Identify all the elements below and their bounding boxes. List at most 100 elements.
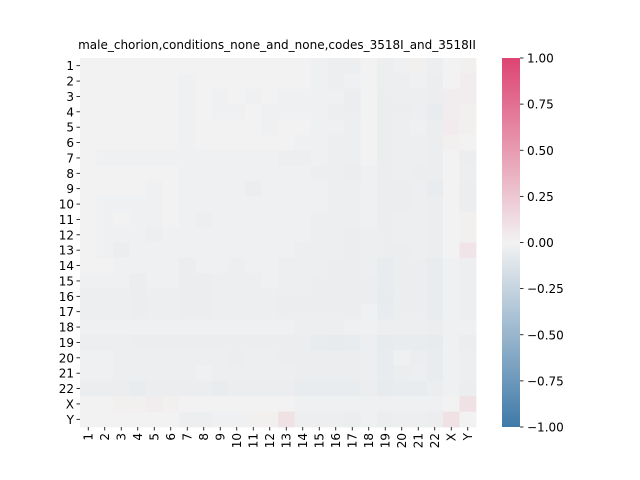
heatmap-cell — [228, 88, 246, 105]
heatmap-cell — [278, 211, 295, 228]
heatmap-cell — [113, 227, 130, 243]
heatmap-cell — [146, 58, 163, 74]
heatmap-cell — [245, 350, 262, 366]
heatmap-cell — [278, 350, 295, 366]
heatmap-cell — [410, 365, 427, 382]
heatmap-cell — [360, 211, 378, 228]
heatmap-cell — [96, 88, 114, 105]
heatmap-cell — [245, 334, 262, 351]
heatmap-cell — [360, 365, 378, 382]
heatmap-cell — [459, 288, 477, 305]
heatmap-cell — [179, 411, 196, 428]
heatmap-cell — [410, 242, 427, 259]
heatmap-cell — [311, 119, 328, 136]
heatmap-cell — [195, 334, 213, 351]
heatmap-cell — [410, 319, 427, 336]
heatmap-cell — [426, 119, 444, 136]
heatmap-cell — [278, 288, 295, 305]
x-tick-label: 7 — [180, 433, 194, 441]
heatmap-cell — [228, 380, 246, 397]
heatmap-cell — [80, 181, 97, 197]
heatmap-cell — [393, 211, 411, 228]
heatmap-cell — [212, 396, 229, 413]
heatmap-cell — [294, 227, 312, 243]
heatmap-cell — [360, 242, 378, 259]
heatmap-cell — [344, 58, 361, 74]
heatmap-cell — [410, 150, 427, 167]
heatmap-cell — [228, 165, 246, 182]
heatmap-cell — [80, 396, 97, 413]
heatmap-cell — [146, 242, 163, 259]
heatmap-cell — [344, 304, 361, 320]
heatmap-cell — [311, 227, 328, 243]
heatmap-cell — [195, 150, 213, 167]
heatmap-cell — [410, 380, 427, 397]
heatmap-cell — [459, 58, 477, 74]
heatmap-cell — [195, 380, 213, 397]
heatmap-cell — [344, 350, 361, 366]
heatmap-cell — [162, 88, 180, 105]
heatmap-cell — [261, 350, 279, 366]
x-tick-label: 20 — [395, 433, 409, 448]
heatmap-cell — [311, 104, 328, 120]
heatmap-cell — [410, 257, 427, 274]
y-tick-label: X — [66, 397, 74, 411]
heatmap-cell — [162, 165, 180, 182]
heatmap-cell — [344, 104, 361, 120]
heatmap-cell — [443, 227, 460, 243]
heatmap-cell — [228, 73, 246, 90]
heatmap-cell — [261, 58, 279, 74]
heatmap-cell — [393, 350, 411, 366]
y-tick-label: Y — [66, 413, 75, 427]
heatmap-cell — [179, 304, 196, 320]
heatmap-cell — [80, 58, 97, 74]
heatmap-cell — [146, 257, 163, 274]
heatmap-cell — [377, 181, 394, 197]
heatmap-cell — [80, 334, 97, 351]
heatmap-cell — [113, 273, 130, 290]
heatmap-cell — [344, 227, 361, 243]
heatmap-cell — [443, 88, 460, 105]
heatmap-cell — [228, 150, 246, 167]
heatmap-cell — [443, 181, 460, 197]
y-tick-label: 11 — [59, 213, 74, 227]
heatmap-cells — [80, 58, 477, 428]
heatmap-cell — [228, 196, 246, 213]
heatmap-cell — [311, 242, 328, 259]
heatmap-cell — [195, 73, 213, 90]
heatmap-cell — [96, 134, 114, 151]
heatmap-cell — [129, 211, 147, 228]
heatmap-cell — [459, 181, 477, 197]
y-tick-label: 9 — [66, 182, 74, 196]
heatmap-cell — [228, 396, 246, 413]
heatmap-cell — [179, 242, 196, 259]
heatmap-cell — [245, 88, 262, 105]
heatmap-cell — [426, 58, 444, 74]
heatmap-cell — [426, 350, 444, 366]
heatmap-cell — [146, 134, 163, 151]
y-tick-label: 14 — [59, 259, 74, 273]
heatmap-cell — [278, 150, 295, 167]
heatmap-cell — [393, 119, 411, 136]
heatmap-cell — [96, 304, 114, 320]
heatmap-cell — [360, 380, 378, 397]
heatmap-cell — [80, 304, 97, 320]
heatmap-cell — [459, 134, 477, 151]
heatmap-cell — [426, 227, 444, 243]
heatmap-cell — [459, 273, 477, 290]
heatmap-cell — [96, 396, 114, 413]
heatmap-cell — [377, 227, 394, 243]
y-tick-label: 12 — [59, 228, 74, 242]
heatmap-cell — [393, 319, 411, 336]
heatmap-cell — [261, 273, 279, 290]
heatmap-cell — [327, 334, 345, 351]
heatmap-cell — [129, 88, 147, 105]
heatmap-cell — [212, 273, 229, 290]
heatmap-cell — [212, 257, 229, 274]
heatmap-cell — [245, 227, 262, 243]
heatmap-cell — [113, 257, 130, 274]
heatmap-cell — [311, 319, 328, 336]
heatmap-cell — [228, 58, 246, 74]
heatmap-cell — [261, 334, 279, 351]
